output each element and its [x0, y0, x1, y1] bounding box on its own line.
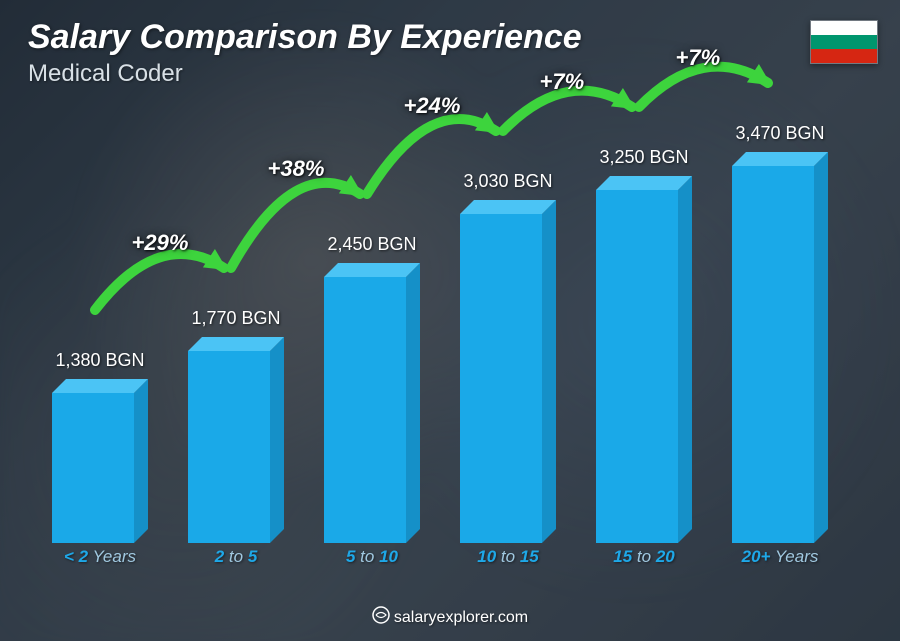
increase-pct-label: +7%: [676, 45, 721, 71]
flag-stripe-3: [811, 49, 877, 63]
country-flag: [810, 20, 878, 64]
footer-site-link[interactable]: salaryexplorer.com: [372, 606, 528, 629]
flag-stripe-1: [811, 21, 877, 35]
footer: salaryexplorer.com: [0, 606, 900, 629]
increase-pct-label: +7%: [540, 69, 585, 95]
logo-icon: [372, 606, 390, 629]
flag-stripe-2: [811, 35, 877, 49]
page-title: Salary Comparison By Experience: [28, 18, 582, 57]
salary-chart: 1,380 BGN1,770 BGN2,450 BGN3,030 BGN3,25…: [40, 100, 840, 571]
page-subtitle: Medical Coder: [28, 60, 183, 88]
footer-site-text: salaryexplorer.com: [394, 609, 528, 627]
